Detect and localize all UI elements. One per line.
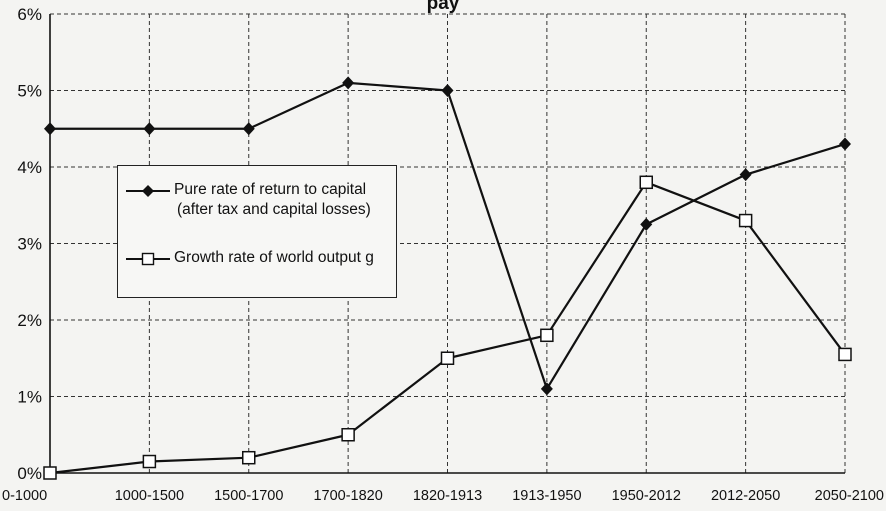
data-point-square — [242, 450, 256, 465]
y-tick-label: 3% — [17, 235, 42, 254]
data-point-square — [341, 428, 355, 442]
series-growth-rate — [43, 175, 852, 480]
data-point-diamond — [540, 382, 553, 396]
data-point-diamond — [839, 137, 851, 151]
x-tick-label: 2050-2100 — [815, 488, 884, 504]
y-tick-label: 6% — [17, 5, 42, 24]
data-point-square — [540, 328, 554, 343]
x-tick-label: 1500-1700 — [214, 488, 283, 504]
data-point-diamond — [739, 168, 752, 182]
data-point-diamond — [342, 76, 355, 90]
data-point-square — [639, 175, 653, 190]
x-tick-label: 1950-2012 — [612, 488, 681, 504]
x-tick-label: 1000-1500 — [115, 488, 184, 504]
legend: Pure rate of return to capital (after ta… — [117, 165, 397, 298]
data-point-square — [43, 466, 57, 480]
data-point-square — [440, 351, 455, 365]
open-square-marker-icon — [126, 252, 170, 266]
x-tick-label: 1913-1950 — [512, 488, 581, 504]
data-point-square — [738, 213, 753, 228]
legend-label-return-to-capital-line2: (after tax and capital losses) — [177, 201, 371, 218]
x-axis-tick-labels: 0-1000 1000-1500 1500-1700 1700-1820 1820-19… — [2, 488, 884, 504]
legend-label-return-to-capital: Pure rate of return to capital — [174, 181, 367, 198]
x-tick-label: 0-1000 — [2, 488, 47, 504]
x-tick-label: 1820-1913 — [413, 488, 482, 504]
y-tick-label: 0% — [17, 464, 42, 483]
data-point-square — [838, 347, 852, 362]
data-series — [43, 76, 852, 480]
data-point-square — [142, 454, 157, 469]
x-tick-label: 1700-1820 — [313, 488, 382, 504]
series-return-to-capital — [44, 76, 851, 396]
data-point-diamond — [143, 122, 156, 136]
y-axis-tick-labels: 0% 1% 2% 3% 4% 5% 6% — [17, 5, 42, 483]
legend-label-growth-rate: Growth rate of world output g — [174, 249, 374, 266]
y-tick-label: 1% — [17, 388, 42, 407]
y-tick-label: 2% — [17, 311, 42, 330]
data-point-diamond — [441, 84, 454, 97]
filled-diamond-marker-icon — [126, 185, 170, 197]
y-tick-label: 4% — [17, 158, 42, 177]
data-point-diamond — [640, 217, 653, 231]
y-tick-label: 5% — [17, 82, 42, 101]
data-point-diamond — [242, 122, 255, 136]
chart-title-fragment: pay — [426, 0, 460, 14]
x-tick-label: 2012-2050 — [711, 488, 780, 504]
plot-frame — [49, 14, 845, 474]
data-point-diamond — [44, 122, 56, 136]
